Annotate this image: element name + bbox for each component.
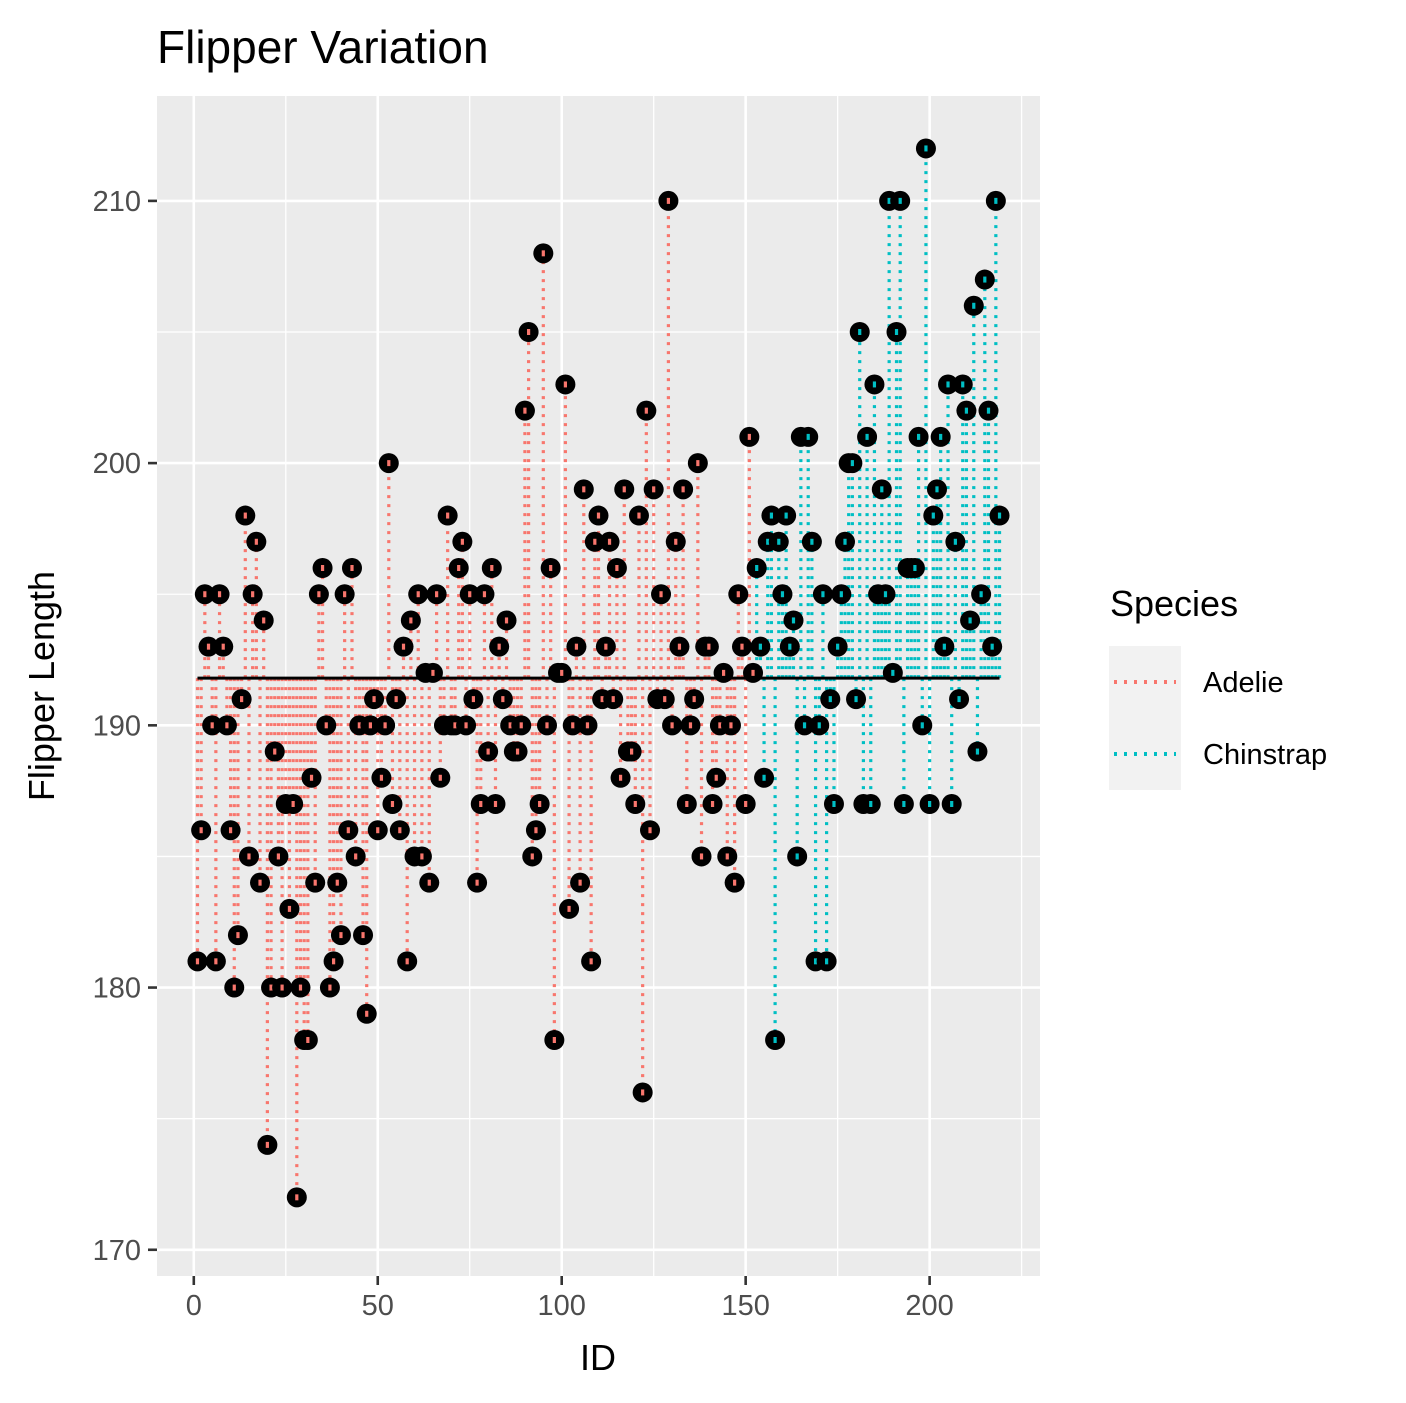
x-tick-label: 200 <box>905 1290 953 1322</box>
y-tick-label: 190 <box>93 710 141 742</box>
y-tick-label: 170 <box>93 1235 141 1267</box>
legend-label-adelie: Adelie <box>1203 667 1284 699</box>
y-tick-label: 180 <box>93 973 141 1005</box>
data-points <box>187 138 1010 1208</box>
x-axis-title: ID <box>580 1337 616 1378</box>
y-tick-label: 200 <box>93 448 141 480</box>
x-tick-label: 0 <box>186 1290 202 1322</box>
x-tick-label: 50 <box>362 1290 394 1322</box>
minor-gridlines <box>157 96 1040 1276</box>
plot-panel <box>157 96 1040 1276</box>
legend-title: Species <box>1110 583 1238 624</box>
legend-label-chinstrap: Chinstrap <box>1203 739 1327 771</box>
y-axis-title: Flipper Length <box>21 571 62 801</box>
x-tick-label: 150 <box>721 1290 769 1322</box>
x-tick-label: 100 <box>538 1290 586 1322</box>
chart-title: Flipper Variation <box>157 21 489 73</box>
tick-labels: 170 180 190 200 210 0 50 100 150 200 <box>93 186 954 1322</box>
y-tick-label: 210 <box>93 186 141 218</box>
axis-ticks <box>148 199 931 1285</box>
legend: Species Adelie Chinstrap <box>1109 583 1327 790</box>
